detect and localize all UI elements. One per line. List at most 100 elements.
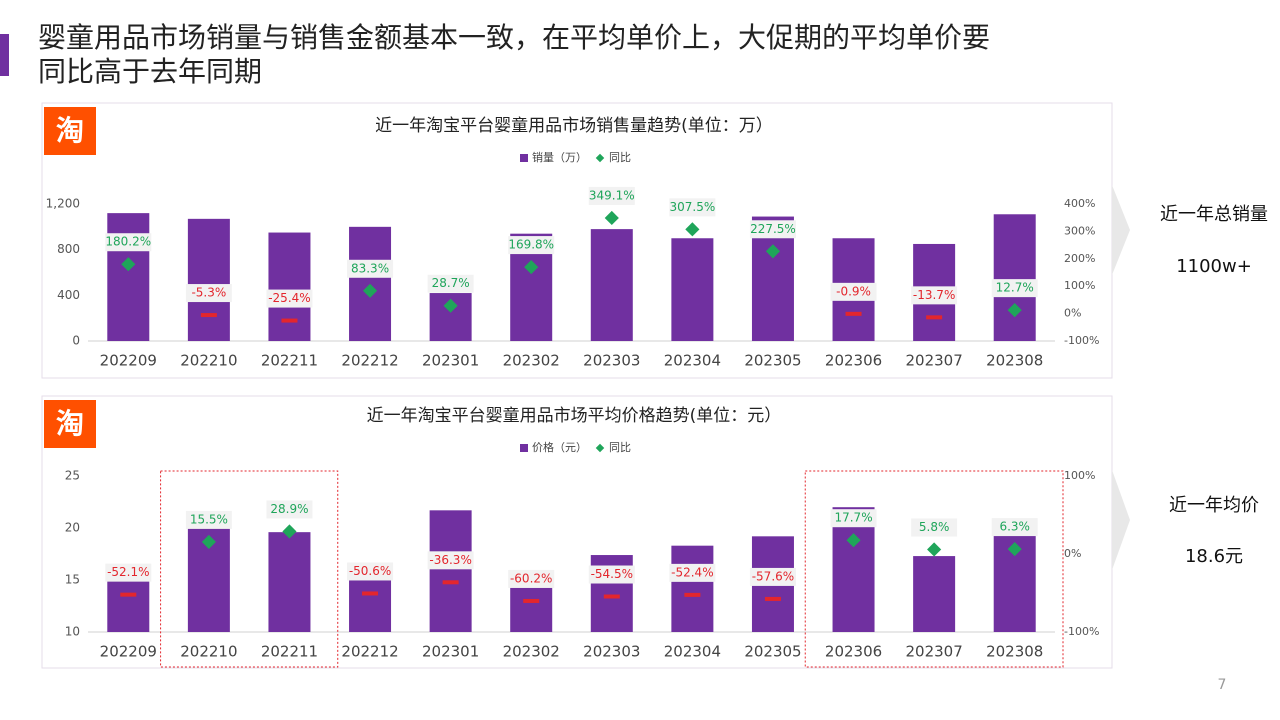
y2-tick-label: 100%: [1064, 469, 1095, 482]
slide-title: 同比高于去年同期: [38, 55, 262, 88]
data-label: 12.7%: [996, 281, 1034, 295]
y2-tick-label: 400%: [1064, 197, 1095, 210]
marker: [200, 313, 217, 318]
data-label-bg: [669, 563, 716, 582]
logo-bg: [44, 107, 96, 155]
data-label-bg: [508, 236, 555, 255]
data-label-bg: [749, 567, 796, 586]
data-label-bg: [991, 279, 1038, 298]
logo-bg: [44, 400, 96, 448]
marker: [927, 542, 942, 557]
y-tick-label: 1,200: [46, 197, 80, 211]
y-tick-label: 0: [72, 334, 80, 348]
marker: [282, 524, 297, 539]
marker: [764, 596, 781, 601]
logo: 淘: [56, 407, 84, 440]
slide-title: 婴童用品市场销量与销售金额基本一致，在平均单价上，大促期的平均单价要: [38, 21, 990, 54]
y2-tick-label: 300%: [1064, 224, 1095, 237]
marker: [926, 315, 943, 320]
bar: [107, 213, 150, 341]
data-label: 349.1%: [589, 188, 635, 202]
data-label-bg: [588, 565, 635, 584]
x-tick-label: 202210: [180, 352, 237, 370]
data-label: 15.5%: [190, 512, 228, 526]
data-label: -52.4%: [671, 565, 713, 579]
data-label: 227.5%: [750, 222, 796, 236]
x-tick-label: 202303: [583, 643, 640, 661]
bar: [268, 532, 311, 632]
bar: [671, 238, 714, 341]
legend-symbol: [520, 444, 528, 452]
marker: [604, 210, 619, 226]
data-label: -25.4%: [268, 291, 310, 305]
data-label: 180.2%: [105, 235, 151, 249]
data-label-bg: [749, 220, 796, 239]
accent-bar: [0, 34, 9, 76]
bar: [510, 587, 553, 632]
marker: [362, 283, 378, 298]
x-tick-label: 202211: [261, 352, 318, 370]
data-label-bg: [911, 518, 958, 537]
bar: [913, 556, 956, 632]
marker: [685, 222, 700, 237]
x-tick-label: 202209: [100, 352, 157, 370]
x-tick-label: 202303: [583, 352, 640, 370]
logo: 淘: [56, 114, 84, 147]
data-label-bg: [588, 186, 635, 205]
marker: [846, 533, 861, 548]
side-value: 1100w+: [1176, 256, 1252, 277]
legend-label: 价格（元）: [532, 440, 587, 454]
y2-tick-label: -100%: [1064, 334, 1099, 347]
x-tick-label: 202209: [100, 643, 157, 661]
data-label: 6.3%: [999, 520, 1030, 534]
data-label-bg: [105, 563, 152, 582]
bar: [590, 229, 633, 341]
marker: [603, 594, 620, 599]
data-label-bg: [347, 562, 394, 581]
marker: [1007, 303, 1022, 318]
bar: [187, 218, 230, 341]
legend-label: 同比: [609, 151, 631, 164]
x-tick-label: 202211: [261, 643, 318, 661]
highlight-box: [160, 470, 339, 668]
side-label: 近一年总销量: [1160, 204, 1268, 225]
data-label: 5.8%: [919, 520, 950, 534]
data-label: -36.3%: [429, 553, 471, 567]
x-tick-label: 202302: [503, 643, 560, 661]
legend-label: 销量（万）: [532, 150, 587, 164]
marker: [362, 591, 379, 596]
bar: [107, 581, 150, 632]
data-label-bg: [911, 286, 958, 305]
data-label: -57.6%: [752, 569, 794, 583]
y2-tick-label: -100%: [1064, 625, 1099, 638]
marker: [524, 260, 539, 275]
x-tick-label: 202304: [664, 643, 721, 661]
y2-tick-label: 100%: [1064, 279, 1095, 292]
x-tick-label: 202307: [905, 352, 962, 370]
bar: [832, 507, 875, 632]
chart-title: 近一年淘宝平台婴童用品市场销售量趋势(单位：万）: [375, 116, 773, 136]
bar: [268, 232, 311, 341]
x-tick-label: 202304: [664, 352, 721, 370]
x-tick-label: 202308: [986, 352, 1043, 370]
y-tick-label: 25: [65, 469, 80, 483]
y-tick-label: 20: [65, 521, 80, 535]
data-label: -0.9%: [836, 284, 871, 298]
y-tick-label: 10: [65, 625, 80, 639]
x-tick-label: 202307: [905, 643, 962, 661]
bar: [429, 510, 472, 632]
x-tick-label: 202302: [503, 352, 560, 370]
data-label-bg: [427, 274, 474, 293]
chart-title: 近一年淘宝平台婴童用品市场平均价格趋势(单位：元）: [367, 406, 782, 426]
x-tick-label: 202305: [744, 352, 801, 370]
data-label: -13.7%: [913, 288, 955, 302]
data-label-bg: [266, 289, 313, 308]
y-tick-label: 400: [57, 288, 80, 302]
y2-tick-label: 0%: [1064, 547, 1081, 560]
legend-symbol: [595, 443, 605, 453]
data-label-bg: [830, 509, 877, 528]
data-label-bg: [347, 259, 394, 278]
arrow: [1112, 470, 1130, 570]
x-tick-label: 202305: [744, 643, 801, 661]
